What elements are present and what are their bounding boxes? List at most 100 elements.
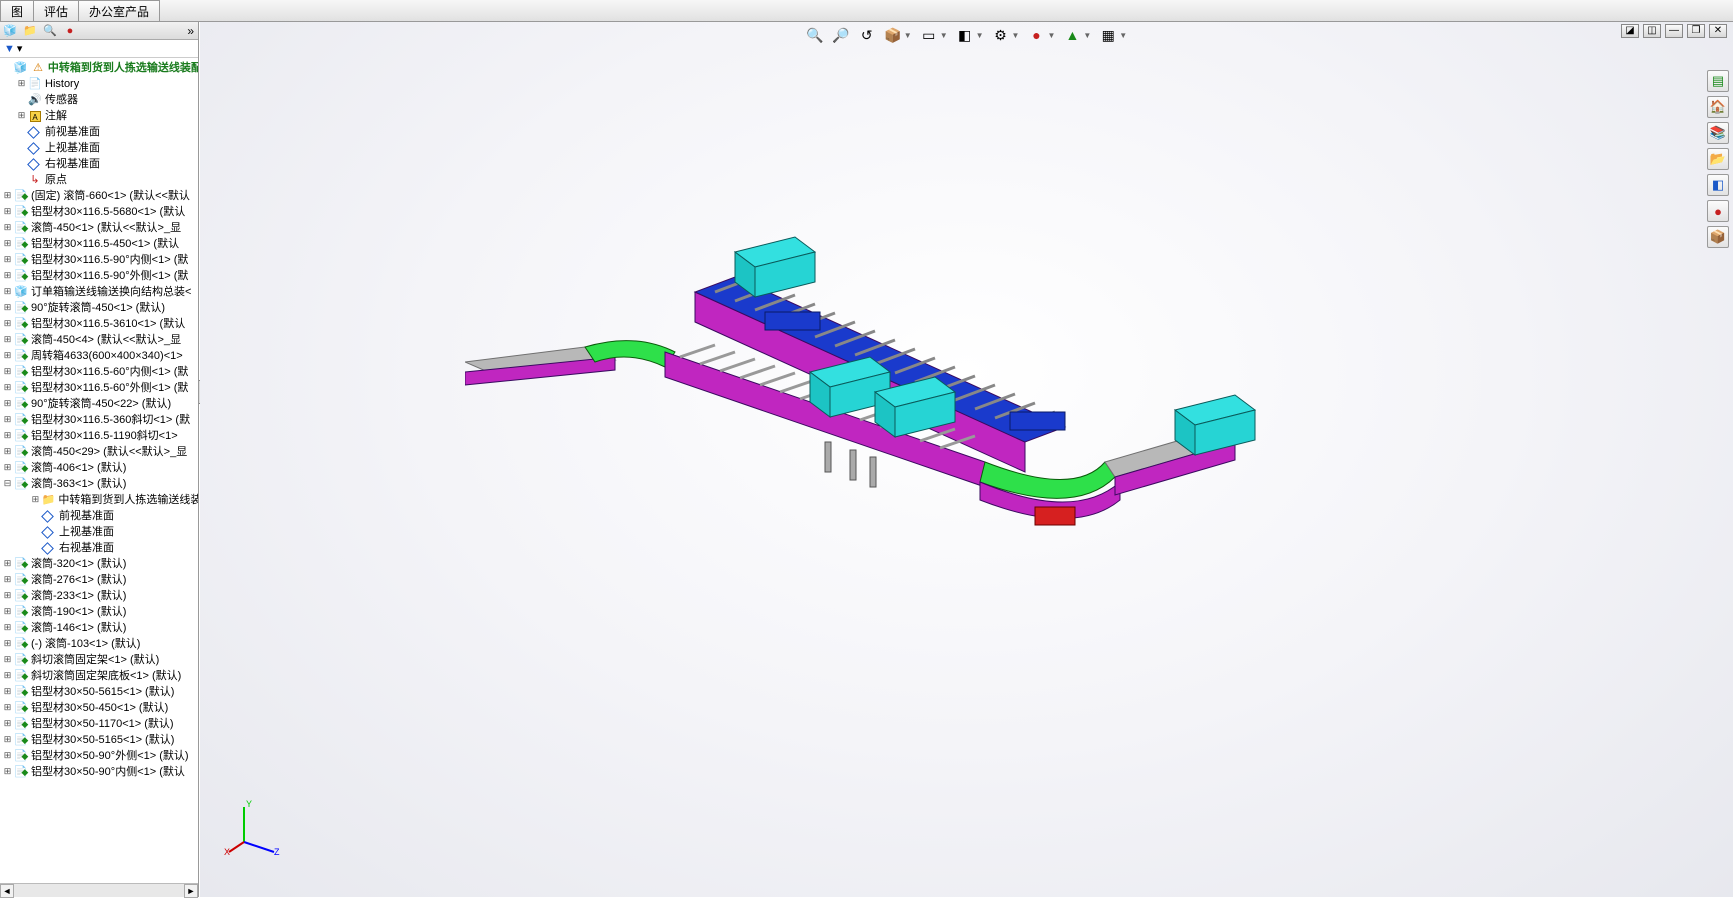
tree-item[interactable]: ⊞📄◆滚筒-190<1> (默认) <box>2 604 198 620</box>
tree-item[interactable]: ⊞📄◆铝型材30×116.5-90°外侧<1> (默 <box>2 268 198 284</box>
expander-icon[interactable]: ⊞ <box>2 572 13 588</box>
expander-icon[interactable]: ⊟ <box>2 476 13 492</box>
expander-icon[interactable]: ⊞ <box>2 636 13 652</box>
tree-item[interactable]: ⊞📄◆滚筒-406<1> (默认) <box>2 460 198 476</box>
win-close[interactable]: ✕ <box>1709 24 1727 38</box>
tree-item[interactable]: ⊞📄◆滚筒-320<1> (默认) <box>2 556 198 572</box>
win-view1[interactable]: ◪ <box>1621 24 1639 38</box>
expander-icon[interactable]: ⊞ <box>16 108 27 124</box>
tree-item[interactable]: ↳原点 <box>2 172 198 188</box>
tree-item[interactable]: ⊞📄◆铝型材30×50-90°内侧<1> (默认 <box>2 764 198 780</box>
expander-icon[interactable]: ⊞ <box>2 396 13 412</box>
expander-icon[interactable]: ⊞ <box>2 460 13 476</box>
dropdown-icon[interactable]: ▼ <box>976 31 984 40</box>
task-resources[interactable]: ▤ <box>1707 70 1729 92</box>
expander-icon[interactable]: ⊞ <box>2 300 13 316</box>
tree-item[interactable]: ⊞📄◆铝型材30×116.5-90°内侧<1> (默 <box>2 252 198 268</box>
expander-icon[interactable]: ⊞ <box>2 364 13 380</box>
tree-item[interactable]: 前视基准面 <box>2 124 198 140</box>
appearance-tab[interactable]: ● <box>62 23 78 39</box>
dropdown-icon[interactable]: ▼ <box>1047 31 1055 40</box>
win-min[interactable]: — <box>1665 24 1683 38</box>
filter-dropdown-icon[interactable]: ▾ <box>17 42 23 55</box>
task-appearance[interactable]: ● <box>1707 200 1729 222</box>
tree-item[interactable]: ⊞📄◆铝型材30×50-5615<1> (默认) <box>2 684 198 700</box>
tree-item[interactable]: ⊞📄◆铝型材30×116.5-450<1> (默认 <box>2 236 198 252</box>
expander-icon[interactable]: ⊞ <box>2 268 13 284</box>
tree-item[interactable]: 右视基准面 <box>2 156 198 172</box>
tree-item[interactable]: 前视基准面 <box>2 508 198 524</box>
feature-tree-tab[interactable]: 🧊 <box>2 23 18 39</box>
expander-icon[interactable]: ⊞ <box>2 684 13 700</box>
tree-item[interactable]: 上视基准面 <box>2 524 198 540</box>
task-home[interactable]: 🏠 <box>1707 96 1729 118</box>
expander-icon[interactable]: ⊞ <box>2 188 13 204</box>
display-tab[interactable]: 🔍 <box>42 23 58 39</box>
tree-item[interactable]: ⊞📄◆滚筒-450<1> (默认<<默认>_显 <box>2 220 198 236</box>
section-icon[interactable]: 📦 <box>884 26 902 44</box>
tree-item[interactable]: ⊞📄◆90°旋转滚筒-450<22> (默认) <box>2 396 198 412</box>
tree-item[interactable]: 🔊传感器 <box>2 92 198 108</box>
tree-item[interactable]: ⊞📄◆铝型材30×116.5-1190斜切<1> <box>2 428 198 444</box>
expander-icon[interactable]: ⊞ <box>16 76 27 92</box>
expander-icon[interactable]: ⊞ <box>2 332 13 348</box>
expander-icon[interactable]: ⊞ <box>2 604 13 620</box>
tree-item[interactable]: 右视基准面 <box>2 540 198 556</box>
tree-item[interactable]: ⊞📄◆铝型材30×50-450<1> (默认) <box>2 700 198 716</box>
tree-item[interactable]: ⊞📄◆(-) 滚筒-103<1> (默认) <box>2 636 198 652</box>
expander-icon[interactable]: ⊞ <box>2 620 13 636</box>
expander-icon[interactable]: ⊞ <box>30 492 41 508</box>
config-tab[interactable]: 📁 <box>22 23 38 39</box>
dropdown-icon[interactable]: ▼ <box>1012 31 1020 40</box>
tree-hscrollbar[interactable]: ◄ ► <box>0 883 198 897</box>
expander-icon[interactable]: ⊞ <box>2 700 13 716</box>
tree-item[interactable]: ⊞📄◆90°旋转滚筒-450<1> (默认) <box>2 300 198 316</box>
tree-item[interactable]: ⊟📄◆滚筒-363<1> (默认) <box>2 476 198 492</box>
tree-item[interactable]: 上视基准面 <box>2 140 198 156</box>
tree-item[interactable]: ⊞📄◆(固定) 滚筒-660<1> (默认<<默认 <box>2 188 198 204</box>
expander-icon[interactable]: ⊞ <box>2 204 13 220</box>
zoom-area-icon[interactable]: 🔎 <box>832 26 850 44</box>
expander-icon[interactable]: ⊞ <box>2 236 13 252</box>
prev-view-icon[interactable]: ↺ <box>858 26 876 44</box>
tree-item[interactable]: ⊞📄◆滚筒-450<29> (默认<<默认>_显 <box>2 444 198 460</box>
expander-icon[interactable]: ⊞ <box>2 220 13 236</box>
expander-icon[interactable]: ⊞ <box>2 412 13 428</box>
expander-icon[interactable]: ⊞ <box>2 716 13 732</box>
tree-item[interactable]: ⊞📄◆铝型材30×50-90°外侧<1> (默认) <box>2 748 198 764</box>
expander-icon[interactable]: ⊞ <box>2 252 13 268</box>
expander-icon[interactable]: ⊞ <box>2 380 13 396</box>
tree-item[interactable]: ⊞📄◆铝型材30×50-1170<1> (默认) <box>2 716 198 732</box>
scroll-left-icon[interactable]: ◄ <box>0 884 14 898</box>
task-library[interactable]: 📚 <box>1707 122 1729 144</box>
win-view2[interactable]: ◫ <box>1643 24 1661 38</box>
tree-item[interactable]: ⊞📄◆斜切滚筒固定架<1> (默认) <box>2 652 198 668</box>
tree-item[interactable]: ⊞📁中转箱到货到人拣选输送线装 <box>2 492 198 508</box>
appearance-icon[interactable]: ● <box>1027 26 1045 44</box>
tree-item[interactable]: ⊞📄◆滚筒-450<4> (默认<<默认>_显 <box>2 332 198 348</box>
scene-icon[interactable]: ▲ <box>1063 26 1081 44</box>
tree-item[interactable]: ⊞📄◆周转箱4633(600×400×340)<1> <box>2 348 198 364</box>
menu-tab-1[interactable]: 评估 <box>33 0 79 21</box>
expander-icon[interactable]: ⊞ <box>2 652 13 668</box>
tree-item[interactable]: ⊞📄◆铝型材30×116.5-60°内侧<1> (默 <box>2 364 198 380</box>
view-triad[interactable]: Y Z X <box>224 797 284 857</box>
tree-item[interactable]: ⊞📄◆铝型材30×116.5-360斜切<1> (默 <box>2 412 198 428</box>
expander-icon[interactable]: ⊞ <box>2 764 13 780</box>
filter-funnel-icon[interactable]: ▼ <box>4 43 15 55</box>
dropdown-icon[interactable]: ▼ <box>940 31 948 40</box>
tree-item[interactable]: ⊞📄◆铝型材30×116.5-5680<1> (默认 <box>2 204 198 220</box>
tree-item[interactable]: ⊞📄◆铝型材30×50-5165<1> (默认) <box>2 732 198 748</box>
expander-icon[interactable]: ⊞ <box>2 348 13 364</box>
dropdown-icon[interactable]: ▼ <box>1083 31 1091 40</box>
tree-item[interactable]: ⊞📄◆斜切滚筒固定架底板<1> (默认) <box>2 668 198 684</box>
tree-item[interactable]: ⊞📄◆滚筒-146<1> (默认) <box>2 620 198 636</box>
zoom-fit-icon[interactable]: 🔍 <box>806 26 824 44</box>
graphics-viewport[interactable]: 🔍🔎↺📦▼▭▼◧▼⚙▼●▼▲▼▦▼ ◪◫—❐✕ ▤🏠📚📂◧●📦 <box>200 22 1733 897</box>
win-max[interactable]: ❐ <box>1687 24 1705 38</box>
task-view[interactable]: ◧ <box>1707 174 1729 196</box>
tree-item[interactable]: ⊞📄◆滚筒-276<1> (默认) <box>2 572 198 588</box>
tree-item[interactable]: ⊞📄◆铝型材30×116.5-60°外侧<1> (默 <box>2 380 198 396</box>
tree-item[interactable]: ⊞🧊订单箱输送线输送换向结构总装< <box>2 284 198 300</box>
tree-root[interactable]: 🧊 ⚠ 中转箱到货到人拣选输送线装配 <box>2 60 198 76</box>
